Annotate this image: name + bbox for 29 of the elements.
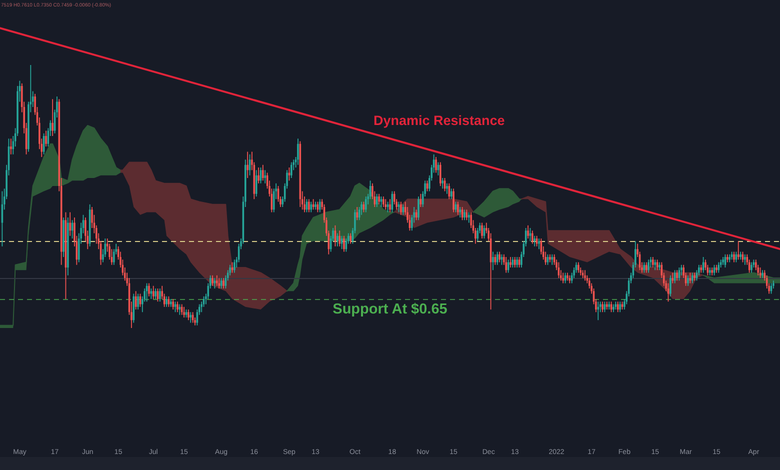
candlestick	[446, 183, 448, 194]
candlestick	[672, 272, 674, 284]
candlestick	[218, 278, 220, 289]
candlestick	[510, 256, 512, 268]
candlestick	[737, 241, 740, 260]
candlestick	[762, 270, 764, 278]
ref-line-label: Support At $0.65	[332, 302, 448, 318]
candlestick	[584, 270, 586, 281]
series-label: Dynamic Resistance	[373, 113, 506, 128]
candlestick	[538, 238, 540, 250]
candlestick	[492, 252, 494, 270]
candlestick	[551, 254, 554, 265]
candlestick	[562, 272, 564, 284]
candlestick	[183, 306, 185, 318]
candlestick	[52, 99, 54, 136]
candlestick	[534, 236, 536, 246]
candlestick	[468, 212, 470, 223]
candlestick	[597, 302, 600, 320]
candlestick	[190, 312, 192, 323]
candlestick	[459, 206, 462, 218]
candlestick	[264, 170, 266, 184]
candlestick	[442, 178, 444, 189]
candlestick	[654, 260, 656, 270]
candlestick	[10, 138, 12, 154]
candlestick	[216, 275, 218, 286]
candlestick	[246, 152, 248, 178]
candlestick	[744, 254, 746, 265]
candlestick	[170, 299, 172, 307]
candlestick	[384, 199, 387, 210]
